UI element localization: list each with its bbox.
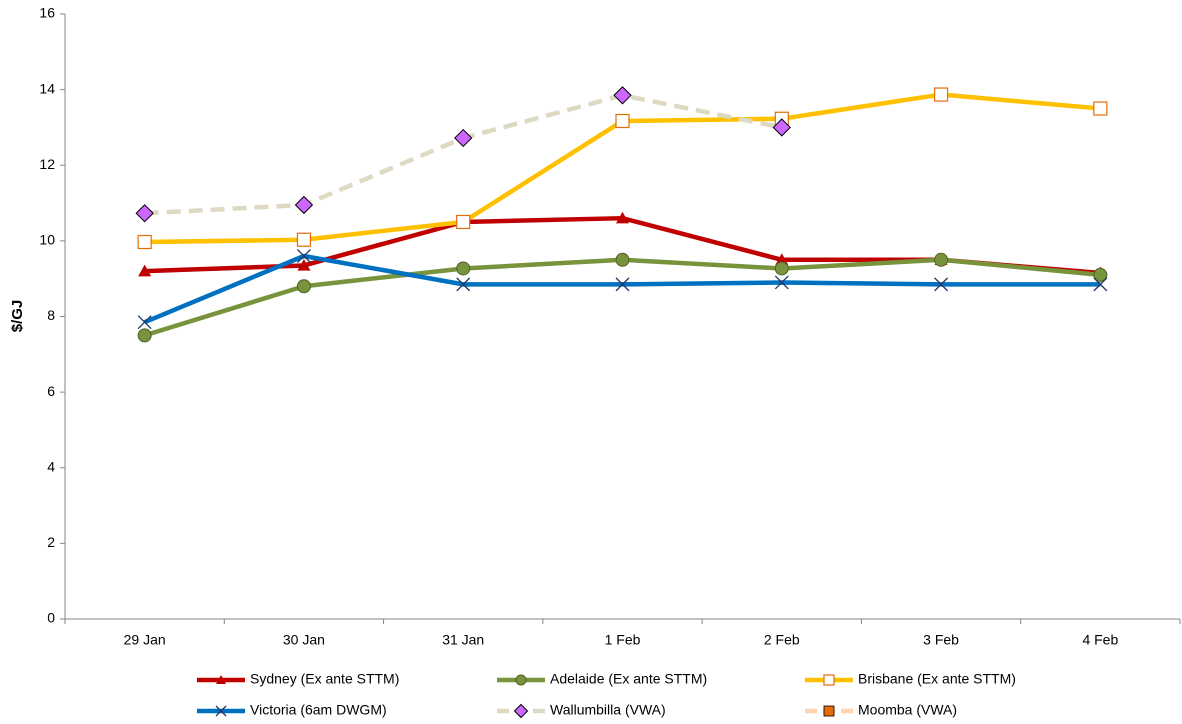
marker xyxy=(1093,267,1108,282)
marker xyxy=(137,234,152,250)
marker xyxy=(294,195,314,215)
marker xyxy=(296,279,311,294)
y-tick-label: 12 xyxy=(39,156,55,172)
marker xyxy=(135,204,154,223)
legend-label: Brisbane (Ex ante STTM) xyxy=(858,671,1016,687)
legend-marker xyxy=(216,675,226,684)
legend-marker xyxy=(823,705,835,717)
marker xyxy=(1093,277,1108,292)
marker xyxy=(615,252,630,267)
marker xyxy=(616,211,629,224)
marker xyxy=(456,261,471,276)
legend-marker xyxy=(515,674,527,686)
x-tick-label: 31 Jan xyxy=(442,632,484,648)
marker xyxy=(456,214,471,230)
marker xyxy=(297,258,311,271)
legend-marker xyxy=(823,674,835,686)
marker xyxy=(1093,101,1108,116)
legend-marker xyxy=(513,703,529,719)
marker xyxy=(137,328,152,343)
marker xyxy=(934,277,949,292)
marker xyxy=(933,87,949,102)
x-tick-label: 4 Feb xyxy=(1082,632,1118,648)
y-tick-label: 2 xyxy=(47,534,55,550)
marker xyxy=(615,277,630,292)
legend-marker xyxy=(215,705,227,717)
marker xyxy=(613,86,632,105)
marker xyxy=(774,275,789,290)
legend-label: Adelaide (Ex ante STTM) xyxy=(550,671,707,687)
marker xyxy=(138,264,152,277)
marker xyxy=(934,252,949,267)
marker xyxy=(774,261,789,276)
legend-label: Sydney (Ex ante STTM) xyxy=(250,671,399,687)
legend-label: Victoria (6am DWGM) xyxy=(250,702,387,718)
y-tick-label: 0 xyxy=(47,610,55,626)
marker xyxy=(137,315,152,330)
y-tick-label: 8 xyxy=(47,307,55,323)
x-tick-label: 3 Feb xyxy=(923,632,959,648)
legend-label: Moomba (VWA) xyxy=(858,702,957,718)
y-tick-label: 14 xyxy=(39,80,55,96)
y-axis-label: $/GJ xyxy=(9,300,26,333)
marker xyxy=(456,277,471,292)
legend-label: Wallumbilla (VWA) xyxy=(550,702,666,718)
marker xyxy=(772,118,791,137)
series-line xyxy=(144,93,783,216)
y-tick-label: 16 xyxy=(39,5,55,21)
y-tick-label: 6 xyxy=(47,383,55,399)
x-tick-label: 2 Feb xyxy=(764,632,800,648)
marker xyxy=(615,113,630,129)
y-tick-label: 10 xyxy=(39,232,55,248)
x-tick-label: 30 Jan xyxy=(283,632,325,648)
x-tick-label: 1 Feb xyxy=(605,632,641,648)
y-tick-label: 4 xyxy=(47,458,55,474)
x-tick-label: 29 Jan xyxy=(124,632,166,648)
marker xyxy=(296,249,311,263)
marker xyxy=(296,232,312,247)
marker xyxy=(775,253,789,265)
marker xyxy=(454,128,473,148)
series-line xyxy=(143,257,1101,338)
